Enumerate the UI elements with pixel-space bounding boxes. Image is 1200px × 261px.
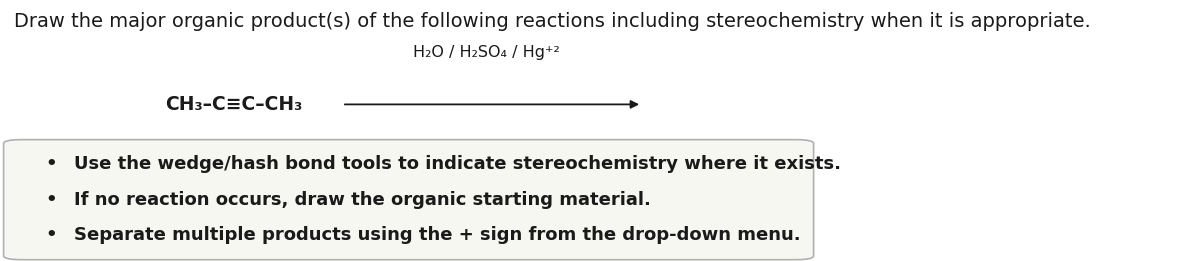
Text: Separate multiple products using the + sign from the drop-down menu.: Separate multiple products using the + s… (74, 226, 802, 244)
Text: CH₃–C≡C–CH₃: CH₃–C≡C–CH₃ (166, 95, 302, 114)
Text: Draw the major organic product(s) of the following reactions including stereoche: Draw the major organic product(s) of the… (14, 12, 1091, 31)
FancyBboxPatch shape (4, 140, 814, 260)
Text: •: • (46, 191, 58, 209)
Text: Use the wedge/hash bond tools to indicate stereochemistry where it exists.: Use the wedge/hash bond tools to indicat… (74, 156, 841, 173)
Text: If no reaction occurs, draw the organic starting material.: If no reaction occurs, draw the organic … (74, 191, 652, 209)
Text: •: • (46, 226, 58, 244)
Text: •: • (46, 156, 58, 173)
Text: H₂O / H₂SO₄ / Hg⁺²: H₂O / H₂SO₄ / Hg⁺² (413, 45, 559, 60)
